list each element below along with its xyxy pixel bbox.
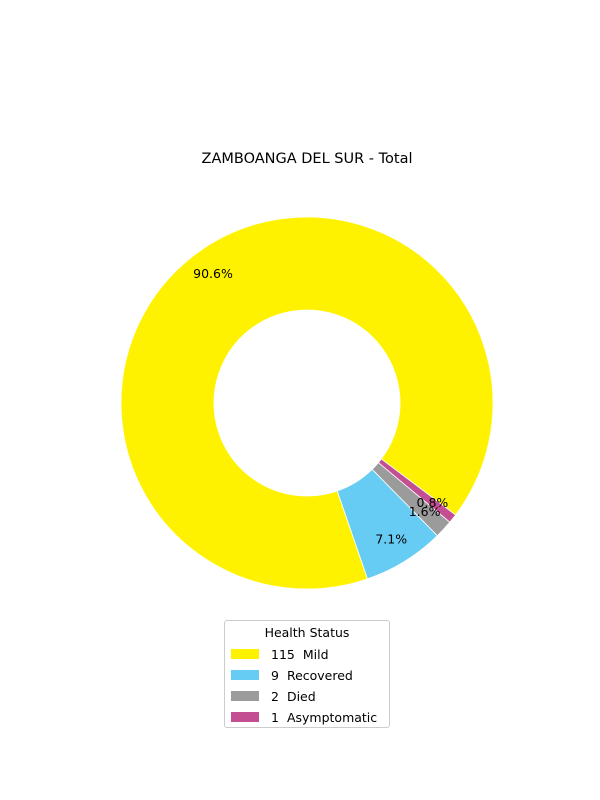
- legend-item-mild: 115 Mild: [231, 646, 329, 662]
- pct-label-asymptomatic: 0.8%: [417, 495, 449, 510]
- legend-label: Died: [286, 688, 316, 704]
- slice-asymptomatic: [377, 458, 457, 523]
- legend-label: Mild: [302, 646, 329, 662]
- legend-swatch: [231, 712, 259, 722]
- pct-label-mild: 90.6%: [193, 266, 233, 281]
- slice-mild: [120, 216, 494, 590]
- legend-title: Health Status: [264, 625, 350, 640]
- legend-item-asymptomatic: 1 Asymptomatic: [231, 709, 377, 725]
- legend-item-recovered: 9 Recovered: [231, 667, 353, 683]
- chart-title: ZAMBOANGA DEL SUR - Total: [202, 151, 413, 167]
- legend-swatch: [231, 670, 259, 680]
- pct-label-recovered: 7.1%: [375, 532, 407, 547]
- legend-count: 1: [271, 709, 279, 725]
- percentage-labels: 90.6% 7.1%1.6%0.8%: [193, 266, 448, 547]
- legend-label: Recovered: [286, 667, 353, 683]
- legend-count: 115: [271, 646, 295, 662]
- legend-count: 2: [271, 688, 279, 704]
- pct-label-died: 1.6%: [409, 504, 441, 519]
- legend-count: 9: [271, 667, 279, 683]
- legend-swatch: [231, 649, 259, 659]
- legend-item-died: 2 Died: [231, 688, 316, 704]
- legend-label: Asymptomatic: [286, 709, 378, 725]
- legend: Health Status 115 Mild 9 Recovered 2 Died 1 Asy…: [224, 620, 390, 728]
- legend-swatch: [231, 691, 259, 701]
- donut-slices: [120, 216, 494, 590]
